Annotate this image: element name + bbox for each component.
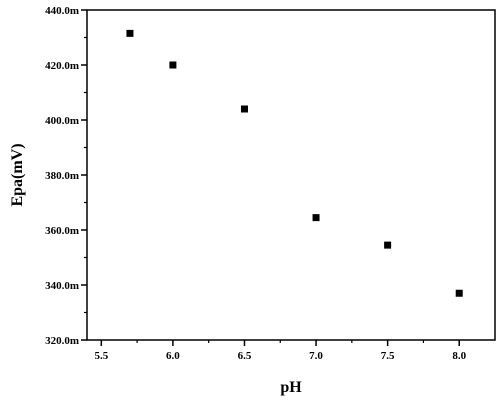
x-tick-label: 5.5: [94, 350, 108, 362]
x-tick-label: 7.0: [309, 350, 323, 362]
y-axis-title: Epa(mV): [9, 143, 26, 206]
y-tick-label: 380.0m: [45, 170, 79, 182]
data-point: [126, 29, 134, 37]
data-point: [455, 289, 463, 297]
x-axis-title: pH: [280, 379, 302, 396]
x-tick-label: 7.5: [381, 350, 395, 362]
x-tick-label: 6.0: [166, 350, 180, 362]
y-axis: 320.0m 340.0m 360.0m 380.0m 400.0m 420.0m 440.…: [45, 5, 87, 347]
y-tick-label: 440.0m: [45, 5, 79, 17]
x-tick-label: 6.5: [238, 350, 252, 362]
data-point: [169, 61, 177, 69]
x-axis: 5.5 6.0 6.5 7.0 7.5 8.0: [94, 340, 467, 362]
y-tick-label: 360.0m: [45, 225, 79, 237]
data-points: [126, 29, 463, 297]
data-point: [240, 105, 248, 113]
x-tick-label: 8.0: [452, 350, 466, 362]
plot-frame: [86, 9, 496, 341]
data-point: [384, 241, 392, 249]
y-tick-label: 340.0m: [45, 280, 79, 292]
data-point: [312, 214, 320, 222]
y-tick-label: 320.0m: [45, 335, 79, 347]
y-tick-label: 400.0m: [45, 115, 79, 127]
y-tick-label: 420.0m: [45, 60, 79, 72]
